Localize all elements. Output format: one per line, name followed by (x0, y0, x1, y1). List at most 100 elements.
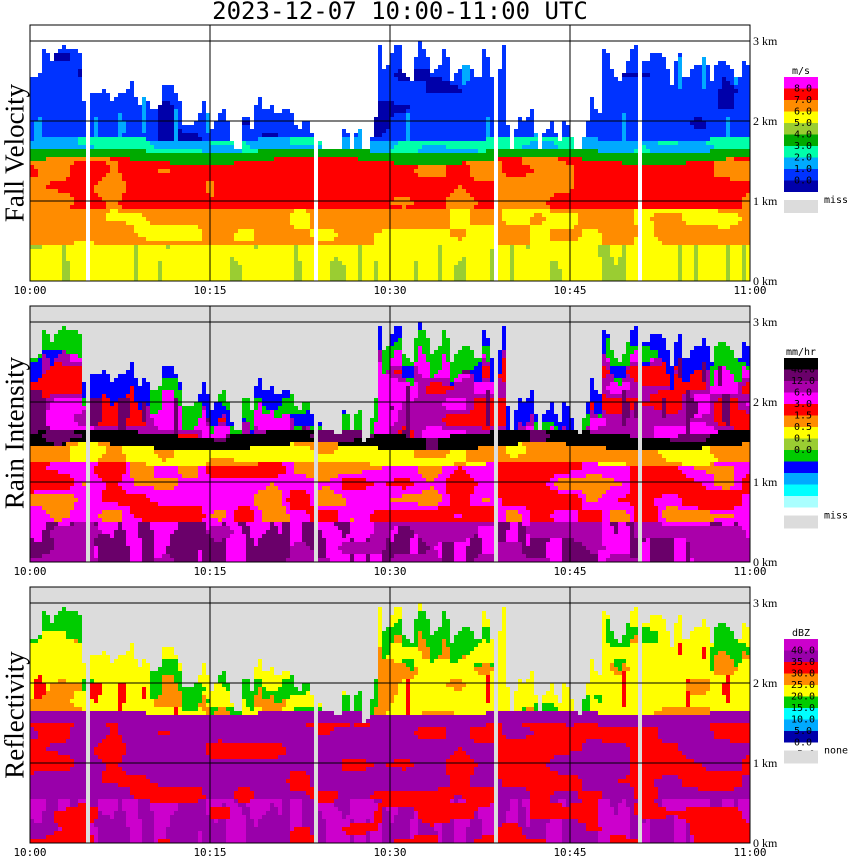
heatmap-cell (246, 117, 250, 121)
heatmap-cell (214, 133, 218, 137)
heatmap-cell (218, 101, 222, 105)
heatmap-cell (30, 269, 34, 273)
heatmap-cell (86, 233, 90, 237)
heatmap-cell (250, 213, 254, 217)
heatmap-cell (134, 133, 138, 137)
heatmap-cell (274, 257, 278, 261)
heatmap-cell (210, 149, 214, 153)
heatmap-cell (282, 73, 286, 77)
heatmap-cell (198, 89, 202, 93)
heatmap-cell (222, 257, 226, 261)
heatmap-cell (262, 221, 266, 225)
heatmap-cell (138, 133, 142, 137)
heatmap-cell (318, 149, 322, 153)
heatmap-cell (194, 121, 198, 125)
heatmap-cell (146, 153, 150, 157)
heatmap-cell (38, 85, 42, 89)
heatmap-cell (134, 41, 138, 45)
heatmap-cell (266, 197, 270, 201)
heatmap-cell (30, 113, 34, 117)
heatmap-cell (226, 109, 230, 113)
heatmap-cell (34, 233, 38, 237)
heatmap-cell (326, 245, 330, 249)
heatmap-cell (106, 205, 110, 209)
heatmap-cell (318, 117, 322, 121)
heatmap-cell (334, 109, 338, 113)
heatmap-cell (54, 97, 58, 101)
heatmap-cell (178, 161, 182, 165)
heatmap-cell (50, 45, 54, 49)
heatmap-cell (158, 141, 162, 145)
heatmap-cell (90, 265, 94, 269)
heatmap-cell (154, 153, 158, 157)
heatmap-cell (50, 101, 54, 105)
heatmap-cell (98, 273, 102, 277)
heatmap-cell (166, 197, 170, 201)
heatmap-cell (94, 85, 98, 89)
heatmap-cell (262, 133, 266, 137)
heatmap-cell (34, 209, 38, 213)
heatmap-cell (182, 173, 186, 177)
heatmap-cell (218, 229, 222, 233)
heatmap-cell (102, 101, 106, 105)
heatmap-cell (34, 61, 38, 65)
heatmap-cell (338, 181, 342, 185)
heatmap-cell (46, 117, 50, 121)
heatmap-cell (274, 105, 278, 109)
heatmap-cell (118, 193, 122, 197)
heatmap-cell (122, 45, 126, 49)
heatmap-cell (170, 125, 174, 129)
heatmap-cell (46, 201, 50, 205)
heatmap-cell (226, 277, 230, 281)
heatmap-cell (334, 33, 338, 37)
heatmap-cell (198, 153, 202, 157)
heatmap-cell (186, 105, 190, 109)
heatmap-cell (262, 217, 266, 221)
heatmap-cell (334, 229, 338, 233)
heatmap-cell (310, 217, 314, 221)
heatmap-cell (282, 77, 286, 81)
heatmap-cell (178, 257, 182, 261)
heatmap-cell (310, 165, 314, 169)
heatmap-cell (218, 81, 222, 85)
heatmap-cell (82, 85, 86, 89)
heatmap-cell (142, 277, 146, 281)
heatmap-cell (282, 29, 286, 33)
heatmap-cell (222, 125, 226, 129)
heatmap-cell (242, 177, 246, 181)
heatmap-cell (178, 101, 182, 105)
heatmap-cell (86, 33, 90, 37)
heatmap-cell (286, 93, 290, 97)
heatmap-cell (146, 121, 150, 125)
heatmap-cell (242, 257, 246, 261)
heatmap-cell (166, 61, 170, 65)
heatmap-cell (258, 185, 262, 189)
heatmap-cell (234, 29, 238, 33)
heatmap-cell (234, 181, 238, 185)
heatmap-cell (66, 177, 70, 181)
heatmap-cell (274, 149, 278, 153)
heatmap-cell (242, 37, 246, 41)
heatmap-cell (102, 73, 106, 77)
heatmap-cell (258, 269, 262, 273)
heatmap-cell (270, 73, 274, 77)
heatmap-cell (270, 49, 274, 53)
heatmap-cell (194, 177, 198, 181)
heatmap-cell (166, 89, 170, 93)
heatmap-cell (262, 173, 266, 177)
heatmap-cell (242, 161, 246, 165)
heatmap-cell (118, 261, 122, 265)
heatmap-cell (250, 197, 254, 201)
heatmap-cell (62, 101, 66, 105)
heatmap-cell (294, 161, 298, 165)
heatmap-cell (98, 209, 102, 213)
heatmap-cell (174, 273, 178, 277)
heatmap-cell (310, 181, 314, 185)
heatmap-cell (130, 233, 134, 237)
heatmap-cell (254, 113, 258, 117)
heatmap-cell (66, 45, 70, 49)
heatmap-cell (214, 29, 218, 33)
heatmap-cell (74, 121, 78, 125)
heatmap-cell (226, 113, 230, 117)
heatmap-cell (122, 129, 126, 133)
